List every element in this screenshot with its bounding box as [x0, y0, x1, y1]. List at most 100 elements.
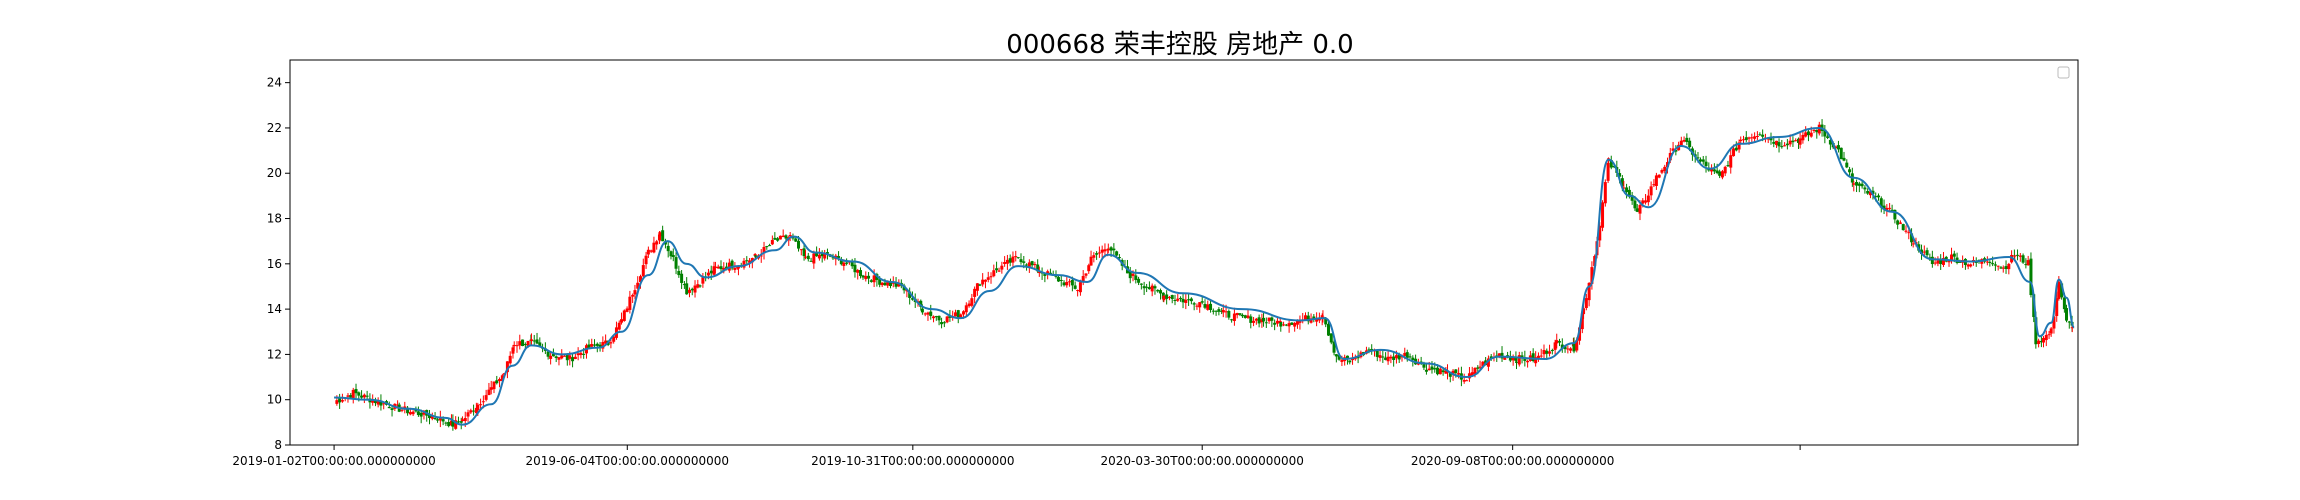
candle-body: [926, 312, 930, 315]
candle-body: [1739, 139, 1743, 142]
candle-body: [889, 282, 893, 287]
candle-body: [1103, 249, 1107, 252]
candle-body: [1220, 310, 1224, 312]
candle-body: [1794, 140, 1798, 142]
candle-body: [1070, 279, 1074, 286]
candle-body: [1411, 357, 1415, 361]
candle-body: [682, 284, 686, 286]
candle-body: [1315, 318, 1319, 322]
candle-body: [1000, 265, 1004, 270]
candle-body: [1801, 134, 1805, 141]
x-tick-label: 2019-10-31T00:00:00.000000000: [811, 454, 1015, 468]
candle-body: [730, 260, 734, 269]
candle-body: [1587, 282, 1591, 301]
candle-body: [1630, 195, 1634, 201]
candle-body: [937, 315, 941, 321]
candle-body: [1575, 340, 1579, 351]
candle-body: [1715, 170, 1719, 174]
candle-body: [2007, 263, 2011, 270]
candle-body: [489, 387, 493, 390]
candle-body: [802, 248, 806, 257]
candle-body: [576, 353, 580, 356]
candle-body: [571, 357, 575, 362]
candle-body: [1470, 372, 1474, 376]
candle-body: [1221, 309, 1225, 313]
candle-body: [1720, 171, 1724, 178]
candle-body: [518, 341, 522, 346]
candle-body: [2062, 297, 2066, 310]
candle-body: [1885, 207, 1889, 211]
candle-body: [1181, 298, 1185, 303]
candle-body: [797, 240, 801, 249]
candle-body: [2018, 255, 2022, 257]
candle-body: [1394, 355, 1398, 359]
candle-body: [1871, 190, 1875, 195]
candle-body: [390, 408, 394, 411]
candle-body: [1569, 348, 1573, 351]
candle-body: [430, 416, 434, 419]
candle-body: [1785, 143, 1789, 146]
candle-body: [753, 254, 757, 256]
candle-body: [408, 412, 412, 415]
candle-body: [1386, 356, 1390, 362]
candle-body: [498, 379, 502, 382]
candle-body: [880, 282, 884, 286]
candle-body: [1804, 132, 1808, 137]
y-tick-label: 12: [267, 347, 282, 361]
candle-body: [387, 406, 391, 409]
candle-body: [495, 380, 499, 384]
candle-body: [748, 260, 752, 263]
candle-body: [1139, 283, 1143, 285]
candle-body: [989, 276, 993, 278]
candle-body: [1866, 190, 1870, 194]
candle-body: [1444, 370, 1448, 374]
candle-body: [655, 241, 659, 245]
candle-body: [526, 340, 530, 347]
candle-body: [1572, 342, 1576, 352]
candle-body: [1732, 148, 1736, 157]
candle-body: [1688, 140, 1692, 148]
candle-body: [1685, 137, 1689, 142]
candle-body: [1860, 183, 1864, 187]
candle-body: [1761, 134, 1765, 137]
candle-body: [891, 282, 895, 284]
candle-body: [693, 285, 697, 293]
candle-body: [382, 403, 386, 405]
candle-body: [784, 235, 788, 239]
candle-body: [674, 257, 678, 269]
candle-body: [1947, 260, 1951, 263]
candle-body: [1852, 183, 1856, 185]
candle-body: [1701, 159, 1705, 162]
candle-body: [781, 235, 785, 238]
candle-body: [1582, 308, 1586, 315]
candle-body: [864, 275, 868, 280]
y-tick-label: 24: [267, 76, 282, 90]
candle-body: [1249, 316, 1253, 323]
candle-body: [1606, 163, 1610, 181]
candle-body: [512, 344, 516, 346]
candle-body: [1065, 281, 1069, 286]
candle-body: [428, 414, 432, 419]
candle-body: [837, 256, 841, 258]
candle-body: [1988, 261, 1992, 263]
candle-body: [1718, 171, 1722, 176]
candle-body: [759, 255, 763, 257]
candle-body: [1173, 299, 1177, 301]
candle-body: [1753, 136, 1757, 139]
candle-body: [1560, 344, 1564, 349]
candle-body: [1839, 147, 1843, 160]
candle-body: [666, 245, 670, 252]
candle-body: [1217, 309, 1221, 312]
candle-body: [521, 339, 525, 347]
candle-body: [1539, 355, 1543, 357]
candle-body: [1910, 233, 1914, 243]
candle-body: [1603, 182, 1607, 204]
candle-body: [806, 255, 810, 260]
candle-body: [340, 400, 344, 402]
candle-body: [1128, 271, 1132, 279]
candle-body: [1340, 359, 1344, 362]
candle-body: [487, 389, 491, 396]
candle-body: [1389, 356, 1393, 359]
candle-body: [815, 251, 819, 257]
candle-body: [932, 316, 936, 319]
